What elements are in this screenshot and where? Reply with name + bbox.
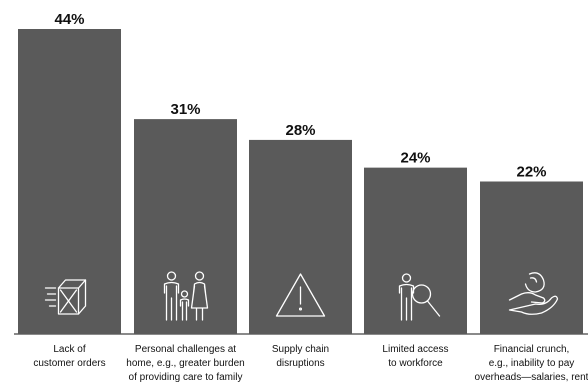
hand-money-icon (508, 272, 559, 315)
category-label-1-1: home, e.g., greater burden (126, 358, 244, 369)
value-label-4: 22% (516, 164, 546, 181)
category-label-3-1: to workforce (388, 358, 443, 369)
bar-2 (249, 139, 352, 334)
category-label-3-0: Limited access (382, 344, 448, 355)
category-label-2-1: disruptions (276, 358, 324, 369)
category-label-4-1: e.g., inability to pay (489, 358, 575, 369)
bar-4 (480, 181, 583, 334)
bar-0 (18, 29, 121, 334)
warning-icon (275, 273, 326, 317)
category-label-4-2: overheads—salaries, rent (475, 372, 588, 383)
category-label-1-0: Personal challenges at (135, 344, 236, 355)
magnifier-person-icon (398, 273, 441, 321)
category-label-2-0: Supply chain (272, 344, 329, 355)
value-label-3: 24% (400, 150, 430, 167)
bar-3 (364, 167, 467, 334)
family-icon (163, 271, 209, 321)
value-label-2: 28% (285, 122, 315, 139)
bar-1 (134, 119, 237, 334)
box-icon (44, 279, 87, 315)
category-label-1-2: of providing care to family (129, 372, 243, 383)
category-label-4-0: Financial crunch, (494, 344, 570, 355)
category-label-0-1: customer orders (33, 358, 105, 369)
value-label-0: 44% (54, 11, 84, 28)
value-label-1: 31% (170, 101, 200, 118)
category-label-0-0: Lack of (53, 344, 85, 355)
